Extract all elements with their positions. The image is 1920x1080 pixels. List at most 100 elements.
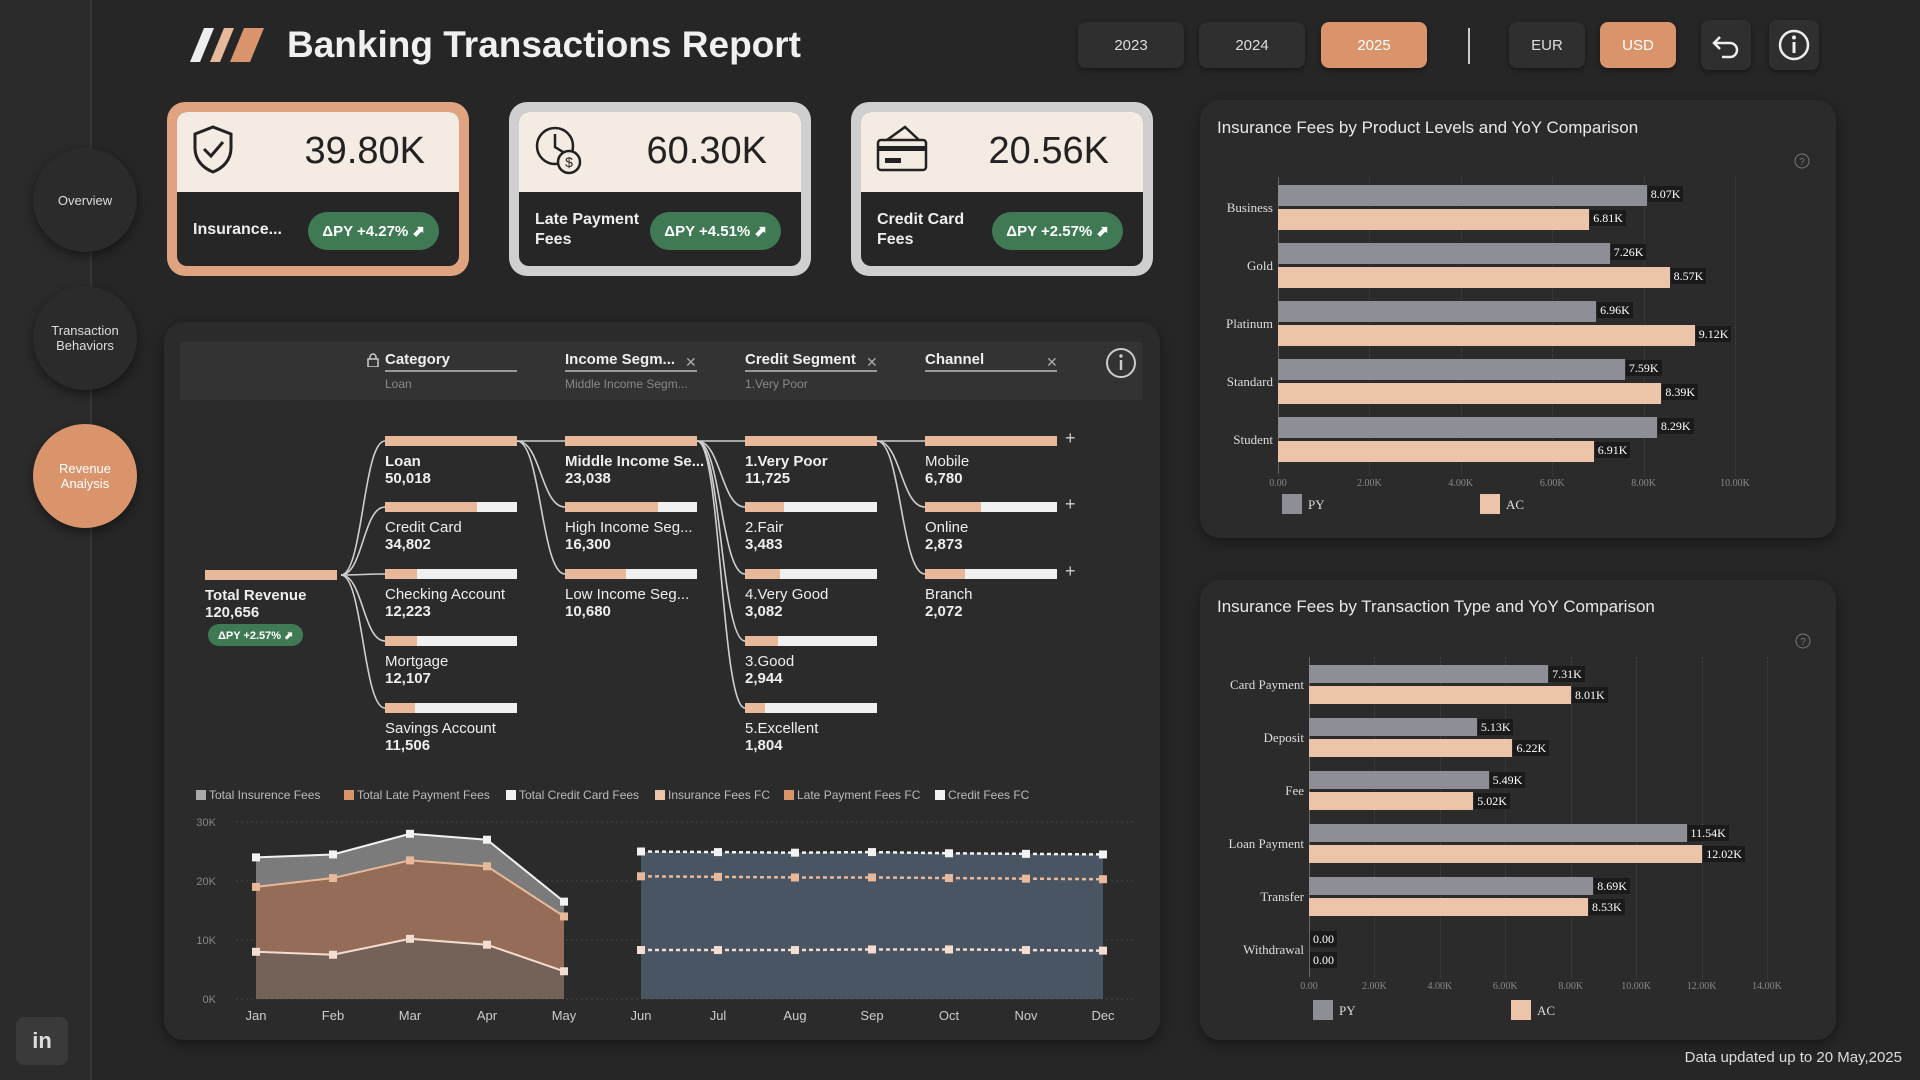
currency-usd-button[interactable]: USD <box>1600 22 1676 68</box>
help-icon[interactable]: ? <box>1795 633 1811 649</box>
data-point[interactable] <box>560 967 568 976</box>
tree-node[interactable]: Credit Card 34,802 <box>385 502 517 554</box>
data-point[interactable] <box>714 848 722 857</box>
expand-plus-icon[interactable]: + <box>1065 561 1076 581</box>
undo-button[interactable] <box>1701 20 1751 70</box>
data-point[interactable] <box>1099 850 1107 859</box>
filter-income-segment[interactable]: Income Segm... <box>565 351 697 372</box>
data-point[interactable] <box>1099 875 1107 884</box>
kpi-card-late-payment[interactable]: $ 60.30K Late Payment Fees ΔPY +4.51% ⬈ <box>509 102 811 276</box>
ac-bar[interactable] <box>1309 739 1513 757</box>
legend-item[interactable]: Credit Fees FC <box>935 788 1029 802</box>
data-point[interactable] <box>329 874 337 883</box>
data-point[interactable] <box>868 848 876 857</box>
help-icon[interactable]: ? <box>1794 153 1810 169</box>
py-bar[interactable] <box>1278 417 1657 438</box>
data-point[interactable] <box>1022 946 1030 955</box>
data-point[interactable] <box>791 873 799 882</box>
ac-bar[interactable] <box>1278 383 1662 404</box>
data-point[interactable] <box>252 853 260 862</box>
ac-bar[interactable] <box>1278 209 1590 230</box>
data-point[interactable] <box>714 946 722 955</box>
tree-node[interactable]: 2.Fair 3,483 <box>745 502 877 554</box>
py-bar[interactable] <box>1278 301 1597 322</box>
nav-transaction-behaviors[interactable]: Transaction Behaviors <box>33 286 137 390</box>
info-button[interactable] <box>1769 20 1819 70</box>
tree-node[interactable]: Branch 2,072 <box>925 569 1057 621</box>
legend-item[interactable]: Total Credit Card Fees <box>506 788 639 802</box>
tree-node[interactable]: Savings Account 11,506 <box>385 703 517 755</box>
data-point[interactable] <box>483 862 491 871</box>
nav-overview[interactable]: Overview <box>33 148 137 252</box>
data-point[interactable] <box>945 874 953 883</box>
tree-node[interactable]: Low Income Seg... 10,680 <box>565 569 697 621</box>
tree-node[interactable]: Loan 50,018 <box>385 436 517 488</box>
ac-bar[interactable] <box>1278 441 1594 462</box>
data-point[interactable] <box>560 912 568 921</box>
tree-node[interactable]: 5.Excellent 1,804 <box>745 703 877 755</box>
filter-category[interactable]: Category <box>385 351 517 372</box>
data-point[interactable] <box>252 947 260 956</box>
filter-credit-segment[interactable]: Credit Segment <box>745 351 877 372</box>
py-bar[interactable] <box>1278 185 1647 206</box>
tree-node[interactable]: 4.Very Good 3,082 <box>745 569 877 621</box>
data-point[interactable] <box>945 945 953 954</box>
tree-node[interactable]: 1.Very Poor 11,725 <box>745 436 877 488</box>
py-bar[interactable] <box>1309 771 1489 789</box>
data-point[interactable] <box>714 872 722 881</box>
py-bar[interactable] <box>1309 718 1477 736</box>
data-point[interactable] <box>406 856 414 865</box>
kpi-card-insurance[interactable]: 39.80K Insurance... ΔPY +4.27% ⬈ <box>167 102 469 276</box>
tree-node[interactable]: Middle Income Se... 23,038 <box>565 436 704 488</box>
data-point[interactable] <box>868 873 876 882</box>
data-point[interactable] <box>637 946 645 955</box>
tree-node[interactable]: Online 2,873 <box>925 502 1057 554</box>
close-icon[interactable]: ✕ <box>1046 354 1058 370</box>
tree-node-total-revenue[interactable]: Total Revenue 120,656 <box>205 570 337 622</box>
legend-item[interactable]: Late Payment Fees FC <box>784 788 920 802</box>
close-icon[interactable]: ✕ <box>685 354 697 370</box>
data-point[interactable] <box>483 940 491 949</box>
nav-revenue-analysis[interactable]: Revenue Analysis <box>33 424 137 528</box>
data-point[interactable] <box>406 829 414 838</box>
data-point[interactable] <box>1022 874 1030 883</box>
year-2025-button[interactable]: 2025 <box>1321 22 1427 68</box>
close-icon[interactable]: ✕ <box>866 354 878 370</box>
tree-node[interactable]: Mortgage 12,107 <box>385 636 517 688</box>
ac-bar[interactable] <box>1309 792 1474 810</box>
py-bar[interactable] <box>1309 665 1549 683</box>
currency-eur-button[interactable]: EUR <box>1509 22 1585 68</box>
linkedin-icon[interactable]: in <box>16 1017 68 1065</box>
ac-bar[interactable] <box>1309 845 1703 863</box>
data-point[interactable] <box>406 934 414 943</box>
tree-node[interactable]: 3.Good 2,944 <box>745 636 877 688</box>
expand-plus-icon[interactable]: + <box>1065 428 1076 448</box>
data-point[interactable] <box>560 897 568 906</box>
tree-node[interactable]: High Income Seg... 16,300 <box>565 502 697 554</box>
year-2023-button[interactable]: 2023 <box>1078 22 1184 68</box>
data-point[interactable] <box>637 872 645 881</box>
tree-node[interactable]: Mobile 6,780 <box>925 436 1057 488</box>
data-point[interactable] <box>329 850 337 859</box>
legend-item[interactable]: Total Insurence Fees <box>196 788 320 802</box>
py-bar[interactable] <box>1278 359 1625 380</box>
data-point[interactable] <box>252 882 260 891</box>
data-point[interactable] <box>483 835 491 844</box>
ac-bar[interactable] <box>1309 686 1572 704</box>
tree-node[interactable]: Checking Account 12,223 <box>385 569 517 621</box>
expand-plus-icon[interactable]: + <box>1065 494 1076 514</box>
filter-channel[interactable]: Channel <box>925 351 1057 372</box>
legend-item[interactable]: Insurance Fees FC <box>655 788 770 802</box>
data-point[interactable] <box>1022 849 1030 858</box>
ac-bar[interactable] <box>1278 325 1695 346</box>
data-point[interactable] <box>791 848 799 857</box>
kpi-card-credit-card[interactable]: 20.56K Credit Card Fees ΔPY +2.57% ⬈ <box>851 102 1153 276</box>
legend-item[interactable]: Total Late Payment Fees <box>344 788 490 802</box>
year-2024-button[interactable]: 2024 <box>1199 22 1305 68</box>
data-point[interactable] <box>945 849 953 858</box>
data-point[interactable] <box>1099 946 1107 955</box>
ac-bar[interactable] <box>1278 267 1670 288</box>
data-point[interactable] <box>791 946 799 955</box>
py-bar[interactable] <box>1309 824 1687 842</box>
data-point[interactable] <box>868 945 876 954</box>
